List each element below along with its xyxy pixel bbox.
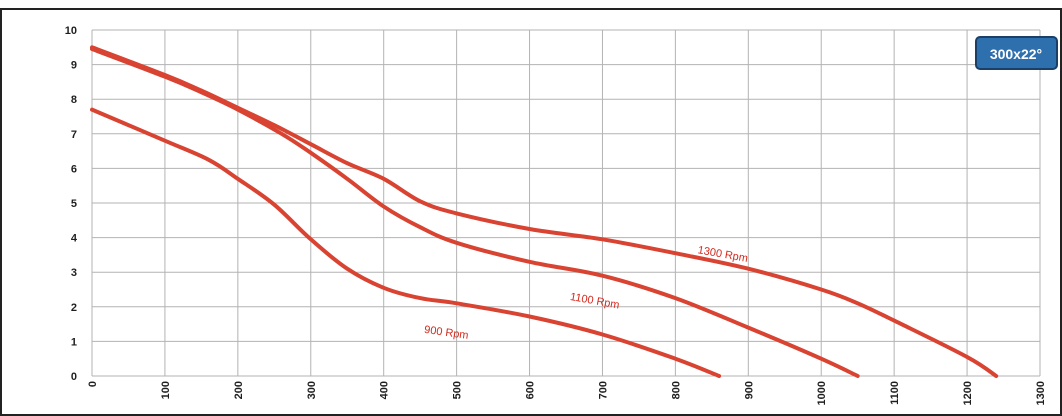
y-tick-label: 9	[71, 60, 77, 72]
x-axis-ticks: 0 100 200 300 400 500 600 700 800 900 1000 1100 1200…	[87, 381, 1047, 405]
x-tick-label: 500	[452, 381, 464, 399]
y-tick-label: 10	[65, 25, 77, 37]
x-tick-label: 900	[743, 381, 755, 399]
series-line-1100-rpm	[90, 47, 860, 378]
grid	[91, 29, 1041, 377]
x-tick-label: 400	[379, 381, 391, 399]
curve-label: 1100 Rpm	[569, 291, 620, 311]
x-tick-label: 700	[597, 381, 609, 399]
model-badge: 300x22°	[975, 36, 1058, 70]
model-badge-text: 300x22°	[990, 46, 1042, 62]
y-tick-label: 5	[71, 198, 77, 210]
y-tick-label: 2	[71, 302, 77, 314]
x-tick-label: 1200	[962, 381, 974, 405]
y-tick-label: 8	[71, 94, 77, 106]
y-tick-label: 1	[71, 336, 77, 348]
x-tick-label: 200	[233, 381, 245, 399]
model-badge-box	[975, 36, 1058, 70]
x-tick-label: 800	[670, 381, 682, 399]
series-curves	[90, 45, 999, 378]
y-tick-label: 3	[71, 267, 77, 279]
series-line-1300-rpm	[90, 45, 999, 378]
y-tick-label: 6	[71, 163, 77, 175]
x-tick-label: 1300	[1035, 381, 1047, 405]
series-line-900-rpm	[90, 107, 722, 378]
x-tick-label: 600	[525, 381, 537, 399]
x-tick-label: 100	[160, 381, 172, 399]
curve-label: 900 Rpm	[423, 324, 469, 342]
y-tick-label: 7	[71, 129, 77, 141]
x-tick-label: 1100	[889, 381, 901, 405]
y-tick-label: 4	[71, 233, 78, 245]
y-tick-label: 0	[71, 371, 77, 383]
x-tick-label: 0	[87, 381, 99, 387]
y-axis-ticks: 0 1 2 3 4 5 6 7 8 9 10	[65, 25, 78, 383]
x-tick-label: 300	[306, 381, 318, 399]
plot-frame	[0, 8, 1062, 416]
x-tick-label: 1000	[816, 381, 828, 405]
